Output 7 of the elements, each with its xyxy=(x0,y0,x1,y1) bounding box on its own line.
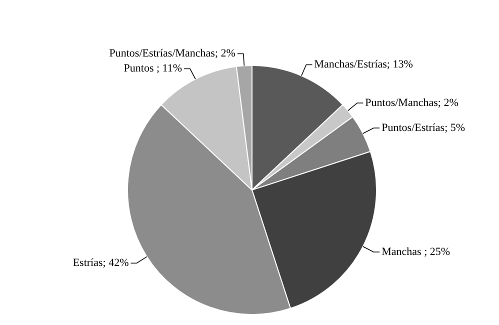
slice-label: Puntos ; 11% xyxy=(124,62,182,75)
slice-label: Puntos/Estrías; 5% xyxy=(382,122,466,134)
slice-label: Puntos/Manchas; 2% xyxy=(365,96,458,109)
slice-label: Manchas ; 25% xyxy=(382,246,450,258)
slice-label: Estrías; 42% xyxy=(72,257,129,270)
slice-label: Manchas/Estrías; 13% xyxy=(314,58,413,71)
slice-label: Puntos/Estrías/Manchas; 2% xyxy=(109,48,236,60)
